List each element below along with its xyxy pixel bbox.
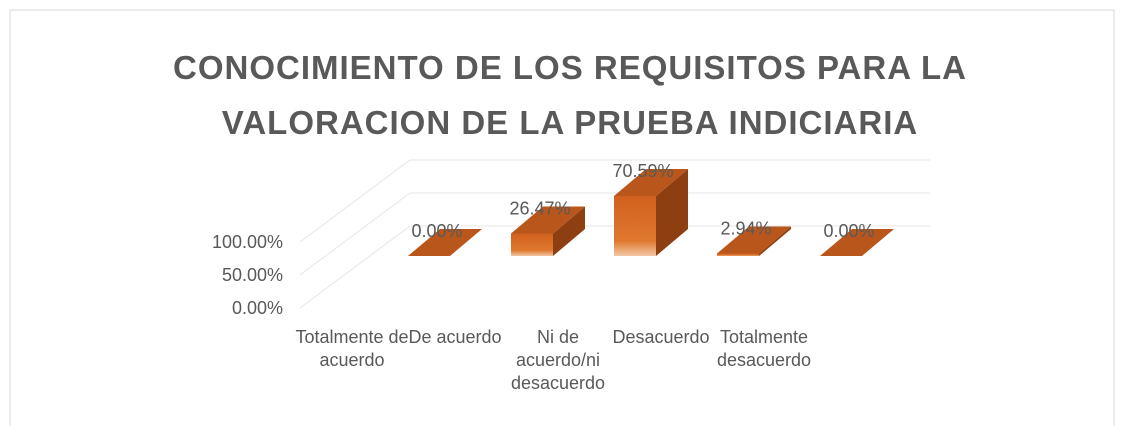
value-label: 26.47% bbox=[509, 199, 570, 219]
bar-top bbox=[717, 226, 791, 254]
grid-line bbox=[299, 225, 411, 309]
value-label: 2.94% bbox=[720, 219, 771, 239]
grid-line bbox=[299, 192, 411, 276]
value-label: 70.59% bbox=[612, 161, 673, 181]
y-tick-label: 50.00% bbox=[222, 265, 283, 285]
bar-front bbox=[511, 233, 553, 256]
bar-front bbox=[717, 253, 759, 256]
bar-side bbox=[759, 226, 791, 256]
bar-top bbox=[614, 168, 688, 196]
value-label: 0.00% bbox=[411, 221, 462, 241]
bar-side bbox=[553, 206, 585, 256]
bar-front bbox=[614, 195, 656, 256]
chart-title: CONOCIMIENTO DE LOS REQUISITOS PARA LA V… bbox=[172, 49, 967, 141]
bar-top bbox=[408, 229, 482, 256]
x-tick-label: Totalmente desacuerdo bbox=[716, 327, 812, 370]
x-tick-label: De acuerdo bbox=[408, 327, 502, 347]
y-tick-label: 100.00% bbox=[212, 232, 283, 252]
value-label: 0.00% bbox=[823, 221, 874, 241]
y-tick-label: 0.00% bbox=[232, 298, 283, 318]
bar-top bbox=[820, 229, 894, 256]
title-box: CONOCIMIENTO DE LOS REQUISITOS PARA LA V… bbox=[172, 49, 967, 141]
bar-top bbox=[511, 206, 585, 234]
grid-line bbox=[299, 159, 411, 243]
x-tick-label: Desacuerdo bbox=[612, 327, 710, 347]
bar-side bbox=[656, 168, 688, 256]
x-tick-label: Totalmente de acuerdo bbox=[295, 327, 409, 370]
x-tick-label: Ni de acuerdo/ni desacuerdo bbox=[510, 327, 606, 393]
